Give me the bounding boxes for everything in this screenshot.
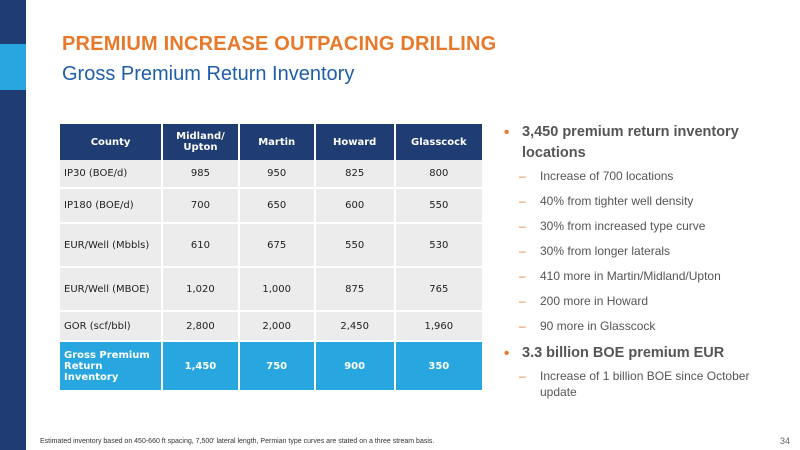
table-row-highlight: Gross Premium Return Inventory 1,450 750… [60,341,482,390]
sub-bullet-item: – Increase of 700 locations [500,168,780,184]
sub-bullet-text: 90 more in Glasscock [540,319,656,333]
table-cell: 750 [238,341,316,390]
sub-bullet-item: – 410 more in Martin/Midland/Upton [500,268,780,284]
sub-bullet-item: – 30% from longer laterals [500,243,780,259]
table-row: EUR/Well (Mbbls) 610 675 550 530 [60,223,482,268]
header-martin: Martin [238,124,316,160]
bullet-item: • 3,450 premium return inventory locatio… [500,122,780,164]
table-cell: 2,800 [162,311,240,342]
table-cell: 2,450 [314,311,396,342]
table-cell: 350 [394,341,482,390]
dash-icon: – [519,294,526,308]
table-row: GOR (scf/bbl) 2,800 2,000 2,450 1,960 [60,311,482,342]
row-label: GOR (scf/bbl) [60,311,164,342]
table-cell: 825 [314,160,396,189]
row-label: EUR/Well (MBOE) [60,267,164,312]
table-row: IP180 (BOE/d) 700 650 600 550 [60,188,482,224]
table-row: IP30 (BOE/d) 985 950 825 800 [60,160,482,189]
dash-icon: – [519,319,526,333]
sub-bullet-text: 410 more in Martin/Midland/Upton [540,269,721,283]
header-howard: Howard [314,124,396,160]
slide-title: PREMIUM INCREASE OUTPACING DRILLING [62,33,497,55]
page-number: 34 [779,436,790,446]
sub-bullet-item: – Increase of 1 billion BOE since Octobe… [500,368,780,400]
sub-bullet-text: Increase of 700 locations [540,169,674,183]
table-cell: 650 [238,188,316,224]
sub-bullet-text: Increase of 1 billion BOE since October … [540,369,750,399]
table-cell: 1,020 [162,267,240,312]
table-header-row: County Midland/ Upton Martin Howard Glas… [60,124,482,160]
header-glasscock: Glasscock [394,124,482,160]
table-cell: 550 [314,223,396,268]
row-label: EUR/Well (Mbbls) [60,223,164,268]
row-label: IP30 (BOE/d) [60,160,164,189]
table-row: EUR/Well (MBOE) 1,020 1,000 875 765 [60,267,482,312]
sub-bullet-text: 40% from tighter well density [540,194,694,208]
dash-icon: – [519,369,526,383]
sub-bullet-text: 200 more in Howard [540,294,649,308]
table-cell: 875 [314,267,396,312]
sub-bullet-item: – 40% from tighter well density [500,193,780,209]
inventory-table: County Midland/ Upton Martin Howard Glas… [60,124,482,390]
sub-bullet-text: 30% from increased type curve [540,219,706,233]
table-cell: 1,450 [162,341,240,390]
table-cell: 985 [162,160,240,189]
bullet-icon: • [504,124,510,141]
dash-icon: – [519,169,526,183]
row-label: Gross Premium Return Inventory [60,341,164,390]
sub-bullet-item: – 200 more in Howard [500,293,780,309]
table-cell: 950 [238,160,316,189]
bullet-list: • 3,450 premium return inventory locatio… [500,122,780,409]
footnote: Estimated inventory based on 450-660 ft … [40,438,435,445]
sub-bullet-item: – 30% from increased type curve [500,218,780,234]
table-cell: 1,000 [238,267,316,312]
bullet-text: 3,450 premium return inventory locations [522,124,739,161]
row-label: IP180 (BOE/d) [60,188,164,224]
dash-icon: – [519,219,526,233]
table-cell: 765 [394,267,482,312]
sub-bullet-item: – 90 more in Glasscock [500,318,780,334]
table-cell: 800 [394,160,482,189]
dash-icon: – [519,269,526,283]
header-midland-upton: Midland/ Upton [162,124,240,160]
table-cell: 530 [394,223,482,268]
table-cell: 1,960 [394,311,482,342]
header-county: County [60,124,164,160]
bullet-icon: • [504,345,510,362]
dash-icon: – [519,194,526,208]
table-cell: 2,000 [238,311,316,342]
table-cell: 600 [314,188,396,224]
table-cell: 675 [238,223,316,268]
dash-icon: – [519,244,526,258]
table-cell: 900 [314,341,396,390]
slide-subtitle: Gross Premium Return Inventory [62,63,355,85]
table-cell: 550 [394,188,482,224]
table-cell: 700 [162,188,240,224]
left-accent-highlight [0,44,26,90]
table-cell: 610 [162,223,240,268]
bullet-text: 3.3 billion BOE premium EUR [522,345,725,361]
sub-bullet-text: 30% from longer laterals [540,244,671,258]
bullet-item: • 3.3 billion BOE premium EUR [500,343,780,364]
